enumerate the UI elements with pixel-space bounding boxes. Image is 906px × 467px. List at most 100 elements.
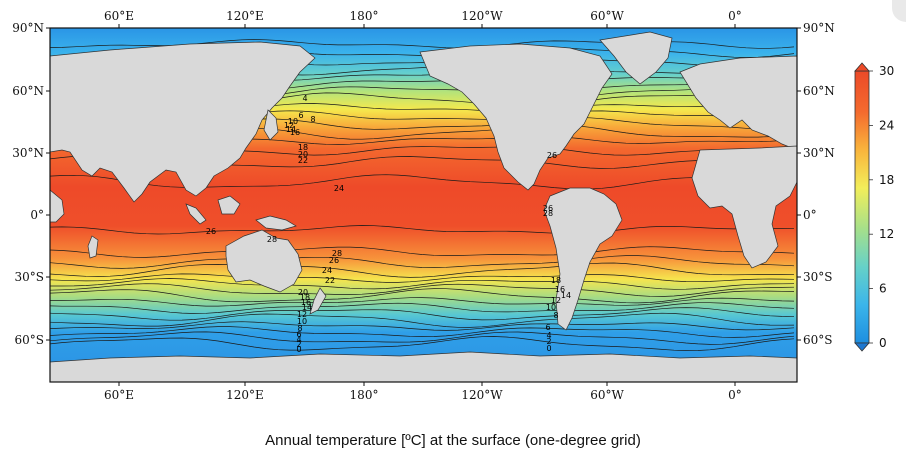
contour-label: 20 xyxy=(298,288,308,297)
contour-label: 4 xyxy=(296,335,301,344)
isotherm-line xyxy=(50,288,795,304)
contour-label: 22 xyxy=(325,276,335,285)
contour-label: 16 xyxy=(555,285,565,294)
lon-tick-label-bottom: 60°E xyxy=(104,388,134,402)
lon-tick-label-top: 120°E xyxy=(226,9,264,23)
lon-tick-label-top: 60°E xyxy=(104,9,134,23)
contour-label: 6 xyxy=(545,323,550,332)
lat-tick-label-left: 30°S xyxy=(15,270,45,284)
isotherm-line xyxy=(50,174,795,190)
isotherm-line xyxy=(50,283,795,297)
contour-label: 6 xyxy=(298,111,303,120)
lat-tick-label-right: 30°N xyxy=(803,146,835,160)
contour-label: 24 xyxy=(334,184,344,193)
isotherm-line xyxy=(50,278,795,290)
isotherm-line xyxy=(50,302,795,314)
island-borneo xyxy=(217,195,241,215)
isotherm-line xyxy=(50,331,795,345)
colorbar-tick-label: 30 xyxy=(879,64,894,78)
latitude-ticks-right: 90°N 60°N 30°N 0° 30°S 60°S xyxy=(797,21,835,347)
contour-label: 28 xyxy=(332,249,342,258)
island-madagascar xyxy=(87,235,99,259)
colorbar-ticks: 30 24 18 12 6 0 xyxy=(869,64,894,350)
colorbar-min-arrow xyxy=(854,342,870,352)
contour-label: 18 xyxy=(551,276,561,285)
isotherm-line xyxy=(50,246,795,258)
contour-label: 6 xyxy=(296,330,301,339)
isotherm-line xyxy=(50,336,795,351)
latitude-ticks-left: 90°N 60°N 30°N 0° 30°S 60°S xyxy=(12,21,50,347)
lat-tick-label-right: 0° xyxy=(803,208,817,222)
contour-label: 2 xyxy=(546,337,551,346)
colorbar-tick-label: 18 xyxy=(879,173,894,187)
island-japan xyxy=(263,109,279,141)
lat-tick-label-left: 60°N xyxy=(12,84,44,98)
contour-label: 0 xyxy=(546,344,551,353)
contour-label: 14 xyxy=(286,125,296,134)
lon-tick-label-bottom: 120°E xyxy=(226,388,264,402)
contour-label: 8 xyxy=(310,115,315,124)
map-frame xyxy=(49,27,798,383)
lat-tick-label-right: 60°N xyxy=(803,84,835,98)
contour-label: 26 xyxy=(547,151,557,160)
continent-eurasia xyxy=(50,41,316,203)
contour-label: 18 xyxy=(298,143,308,152)
lat-tick-label-left: 30°N xyxy=(12,146,44,160)
figure-caption: Annual temperature [ºC] at the surface (… xyxy=(265,432,641,449)
contour-label: 14 xyxy=(302,303,312,312)
contour-label: 4 xyxy=(546,331,551,340)
contour-label: 10 xyxy=(288,117,298,126)
isotherm-line xyxy=(50,225,795,235)
continent-australia xyxy=(225,229,303,293)
contour-labels: 46 81012141618202224262826282624222018161… xyxy=(206,94,571,354)
contour-label: 14 xyxy=(561,291,571,300)
contour-label: 28 xyxy=(543,209,553,218)
contour-label: 20 xyxy=(298,150,308,159)
isotherm-line xyxy=(50,321,795,331)
window-corner xyxy=(892,0,906,22)
lon-tick-label-bottom: 0° xyxy=(728,388,742,402)
contour-label: 8 xyxy=(297,324,302,333)
lat-tick-label-left: 90°N xyxy=(12,21,44,35)
continent-antarctica xyxy=(50,351,797,382)
lon-tick-label-bottom: 120°W xyxy=(461,388,503,402)
isotherm-line xyxy=(50,255,795,269)
colorbar-gradient xyxy=(854,70,870,344)
contour-label: 24 xyxy=(322,266,332,275)
lat-tick-label-right: 60°S xyxy=(803,333,833,347)
lat-tick-label-left: 60°S xyxy=(15,333,45,347)
continent-greenland xyxy=(599,31,673,85)
island-new-zealand xyxy=(309,287,327,315)
contour-label: 10 xyxy=(297,317,307,326)
contour-label: 16 xyxy=(301,298,311,307)
contour-label: 16 xyxy=(290,128,300,137)
contour-label: 2 xyxy=(296,340,301,349)
lon-tick-label-top: 60°W xyxy=(590,9,624,23)
contour-label: 26 xyxy=(206,227,216,236)
isotherm-line xyxy=(50,312,795,328)
continent-africa xyxy=(691,145,797,269)
colorbar-tick-label: 24 xyxy=(879,118,894,132)
continent-africa-west xyxy=(50,189,65,223)
lat-tick-label-right: 30°S xyxy=(803,270,833,284)
contour-label: 26 xyxy=(543,204,553,213)
lat-tick-label-left: 0° xyxy=(30,208,44,222)
contour-label: 10 xyxy=(546,303,556,312)
continent-south-america xyxy=(543,187,623,331)
contour-label: 22 xyxy=(298,156,308,165)
isotherm-line xyxy=(50,326,795,338)
colorbar-tick-label: 6 xyxy=(879,282,887,296)
contour-label: 4 xyxy=(302,94,307,103)
contour-label: 28 xyxy=(267,235,277,244)
colorbar-tick-label: 12 xyxy=(879,227,894,241)
contour-label: 18 xyxy=(300,293,310,302)
land-masses xyxy=(50,31,797,382)
isotherm-line xyxy=(50,262,795,278)
lon-tick-label-bottom: 180° xyxy=(350,388,379,402)
colorbar: 30 24 18 12 6 0 xyxy=(854,62,894,352)
contour-label: 12 xyxy=(551,296,561,305)
lon-tick-label-top: 120°W xyxy=(461,9,503,23)
continent-europe xyxy=(679,55,797,151)
longitude-ticks-top: 60°E 120°E 180° 120°W 60°W 0° xyxy=(104,9,742,28)
